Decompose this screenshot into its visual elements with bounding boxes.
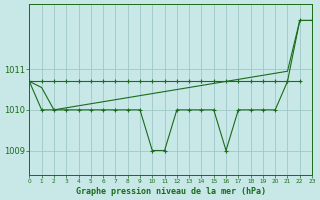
X-axis label: Graphe pression niveau de la mer (hPa): Graphe pression niveau de la mer (hPa): [76, 187, 266, 196]
